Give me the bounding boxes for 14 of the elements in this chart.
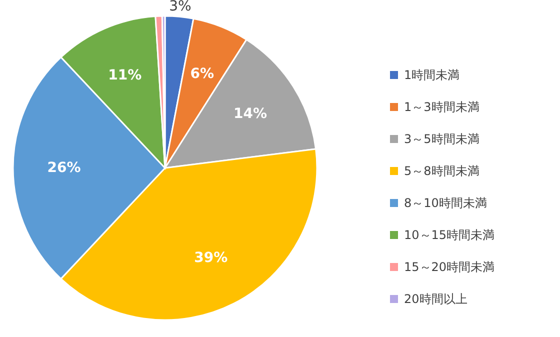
legend-label: 8～10時間未満	[404, 196, 487, 210]
legend-label: 15～20時間未満	[404, 260, 495, 274]
data-label: 39%	[194, 250, 228, 266]
data-label: 6%	[190, 66, 214, 82]
legend-label: 5～8時間未満	[404, 164, 480, 178]
legend-label: 10～15時間未満	[404, 228, 495, 242]
legend-label: 20時間以上	[404, 292, 468, 306]
data-label: 14%	[234, 106, 268, 122]
legend-label: 1～3時間未満	[404, 100, 480, 114]
data-label: 3%	[169, 0, 192, 15]
data-label: 11%	[108, 67, 142, 84]
legend-label: 1時間未満	[404, 68, 460, 82]
data-label: 26%	[47, 160, 81, 176]
legend-label: 3～5時間未満	[404, 132, 480, 146]
